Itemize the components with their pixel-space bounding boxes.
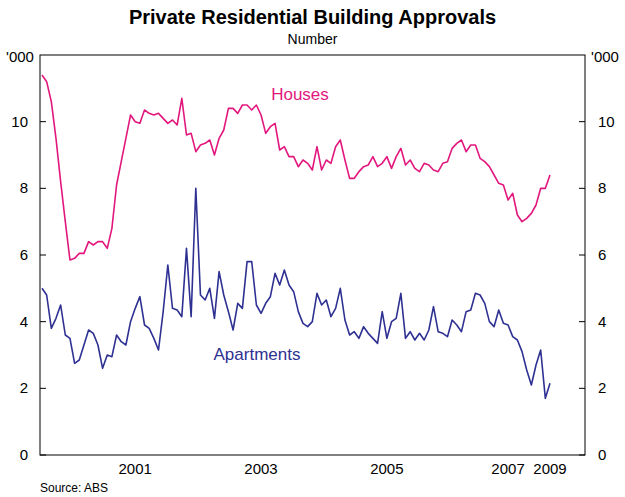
- x-tick-label: 2007: [491, 460, 524, 477]
- y-tick-label-right: 2: [598, 379, 606, 396]
- subtitle: Number: [288, 31, 338, 47]
- y-tick: [40, 188, 46, 189]
- y-tick-label: 4: [20, 313, 28, 330]
- x-tick-label: 2005: [370, 460, 403, 477]
- y-tick-label: 0: [20, 446, 28, 463]
- y-axis-unit-left: '000: [6, 48, 34, 65]
- x-tick-label: 2003: [244, 460, 277, 477]
- plot-area: [42, 75, 550, 398]
- y-tick: [40, 121, 46, 122]
- y-tick: [40, 321, 46, 322]
- series-label: Houses: [271, 85, 329, 104]
- y-tick-label-right: 4: [598, 313, 606, 330]
- y-tick-label-right: 0: [598, 446, 606, 463]
- y-tick-label-right: 10: [598, 113, 615, 130]
- chart: Private Residential Building Approvals Nu…: [0, 0, 625, 497]
- title: Private Residential Building Approvals: [129, 6, 496, 28]
- y-tick-right: [579, 255, 585, 256]
- y-tick-label: 8: [20, 179, 28, 196]
- y-tick-label-right: 8: [598, 179, 606, 196]
- series-label: Apartments: [214, 345, 301, 364]
- y-tick-right: [579, 388, 585, 389]
- y-tick-right: [579, 121, 585, 122]
- y-tick-right: [579, 321, 585, 322]
- y-axis-unit-right: '000: [591, 48, 619, 65]
- y-tick-label: 2: [20, 379, 28, 396]
- series-line: [42, 188, 550, 398]
- plot-frame: [40, 55, 585, 455]
- y-tick-label: 6: [20, 246, 28, 263]
- source: Source: ABS: [40, 481, 108, 495]
- y-tick: [40, 388, 46, 389]
- y-tick-label-right: 6: [598, 246, 606, 263]
- series-line: [42, 75, 550, 260]
- y-tick: [40, 255, 46, 256]
- x-tick-label: 2009: [533, 460, 566, 477]
- y-tick-label: 10: [11, 113, 28, 130]
- y-tick-right: [579, 188, 585, 189]
- x-tick-label: 2001: [119, 460, 152, 477]
